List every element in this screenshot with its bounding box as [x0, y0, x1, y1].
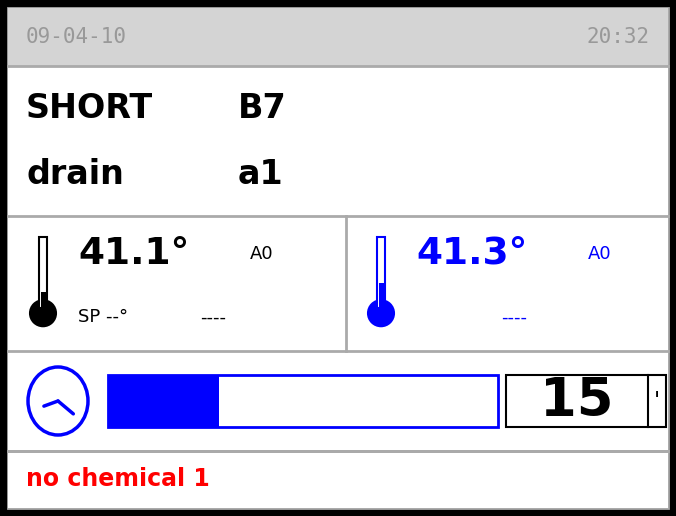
Text: 09-04-10: 09-04-10: [26, 27, 127, 47]
Text: A0: A0: [588, 245, 612, 263]
Text: SHORT: SHORT: [26, 91, 153, 124]
Text: 15: 15: [540, 375, 614, 427]
Text: 41.1°: 41.1°: [78, 236, 189, 272]
Text: ----: ----: [200, 308, 226, 326]
Bar: [8, 351, 668, 451]
Text: no chemical 1: no chemical 1: [26, 467, 210, 492]
Text: SP --°: SP --°: [78, 308, 128, 326]
Bar: [506, 375, 666, 427]
Bar: [39, 237, 47, 308]
Text: B7: B7: [238, 91, 287, 124]
Bar: [8, 216, 668, 351]
Circle shape: [30, 300, 56, 326]
Bar: [379, 283, 383, 308]
Text: a1: a1: [238, 157, 284, 190]
Text: 20:32: 20:32: [587, 27, 650, 47]
Bar: [8, 451, 668, 508]
Bar: [377, 237, 385, 308]
Text: ': ': [654, 391, 660, 411]
Bar: [108, 375, 219, 427]
Bar: [8, 8, 668, 66]
Bar: [41, 293, 45, 308]
Bar: [8, 66, 668, 216]
Text: drain: drain: [26, 157, 124, 190]
Text: 41.3°: 41.3°: [416, 236, 527, 272]
Ellipse shape: [28, 367, 88, 435]
Bar: [108, 375, 498, 427]
Circle shape: [368, 300, 394, 326]
Text: A0: A0: [250, 245, 274, 263]
Text: ----: ----: [501, 308, 527, 326]
